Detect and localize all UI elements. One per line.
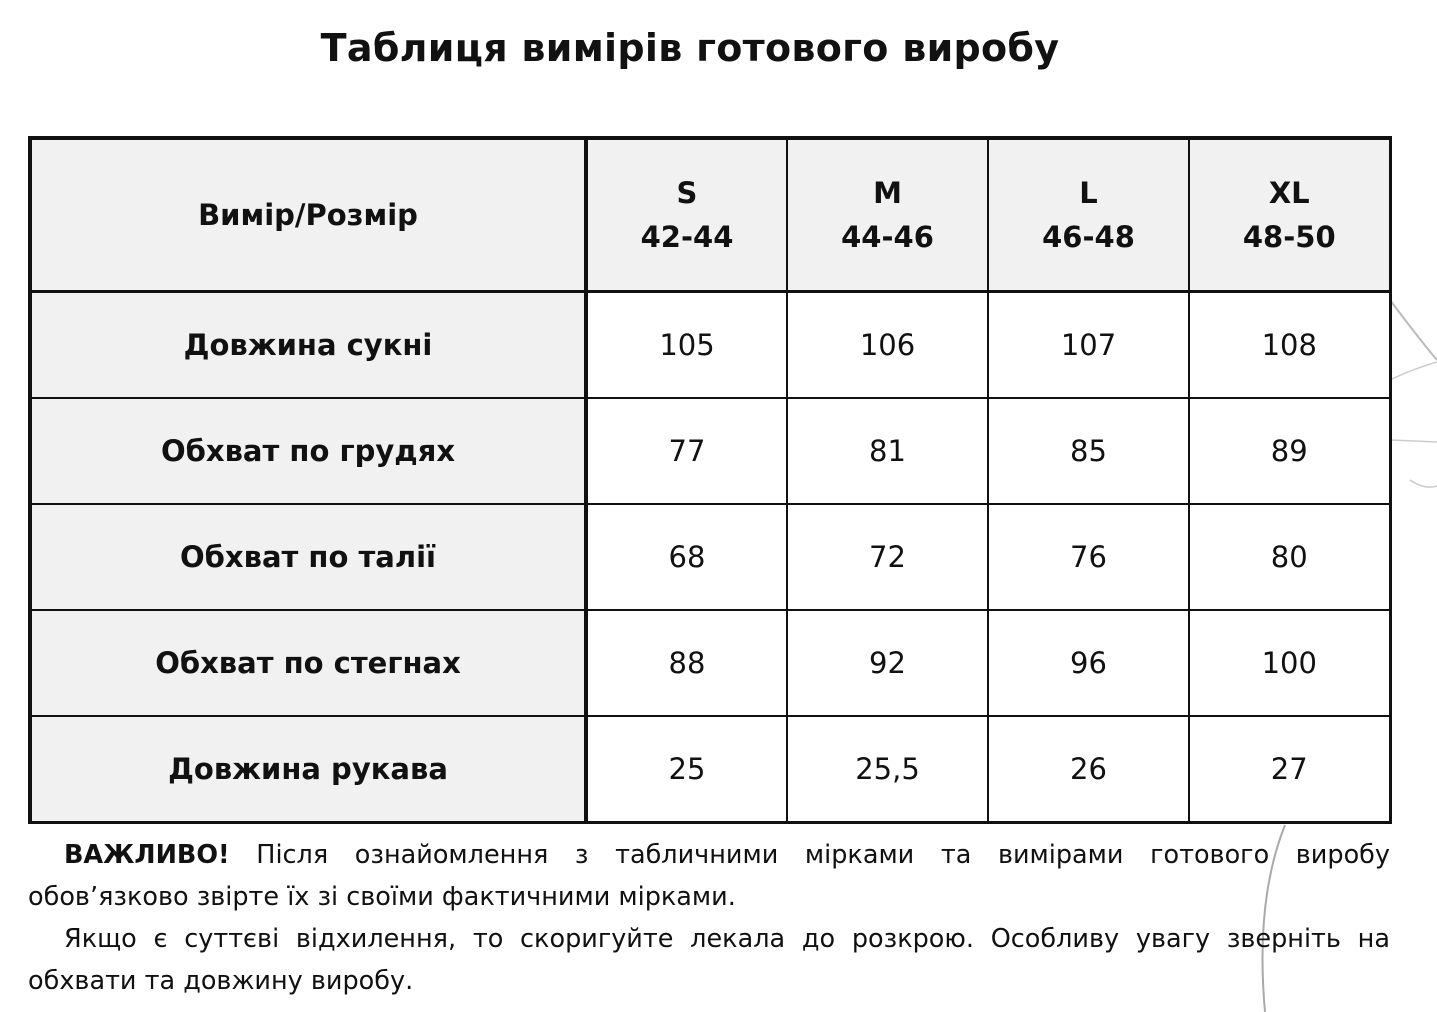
size-label: S bbox=[676, 176, 698, 210]
value-cell: 88 bbox=[585, 609, 788, 717]
table-row: Довжина сукні 105 106 107 108 bbox=[28, 290, 1392, 399]
size-range: 48-50 bbox=[1242, 220, 1336, 254]
value-cell: 25,5 bbox=[786, 715, 989, 824]
paragraph: ВАЖЛИВО! Після ознайомлення з табличними… bbox=[28, 834, 1390, 918]
value-cell: 77 bbox=[585, 397, 788, 505]
value-cell: 108 bbox=[1188, 290, 1392, 399]
size-label: M bbox=[873, 176, 902, 210]
value-cell: 96 bbox=[987, 609, 1190, 717]
title: Таблиця вимірів готового виробу bbox=[320, 26, 1060, 70]
size-header: S 42-44 bbox=[585, 136, 788, 293]
paragraph: Якщо є суттєві відхилення, то скоригуйте… bbox=[28, 918, 1390, 1002]
value-cell: 105 bbox=[585, 290, 788, 399]
value-cell: 76 bbox=[987, 503, 1190, 611]
size-table: Вимір/Розмір S 42-44 M 44-46 L 46-48 XL 48-50 Дов… bbox=[28, 136, 1392, 824]
value-cell: 89 bbox=[1188, 397, 1392, 505]
corner-cell: Вимір/Розмір bbox=[28, 136, 588, 293]
size-header: XL 48-50 bbox=[1188, 136, 1392, 293]
table-row: Обхват по грудях 77 81 85 89 bbox=[28, 397, 1392, 505]
row-label: Обхват по талії bbox=[28, 503, 588, 611]
value-cell: 72 bbox=[786, 503, 989, 611]
value-cell: 106 bbox=[786, 290, 989, 399]
row-label: Довжина рукава bbox=[28, 715, 588, 824]
value-cell: 107 bbox=[987, 290, 1190, 399]
size-label: L bbox=[1079, 176, 1098, 210]
note: ВАЖЛИВО! Після ознайомлення з табличними… bbox=[28, 834, 1390, 1002]
value-cell: 25 bbox=[585, 715, 788, 824]
value-cell: 81 bbox=[786, 397, 989, 505]
size-range: 46-48 bbox=[1042, 220, 1135, 254]
size-range: 44-46 bbox=[841, 220, 934, 254]
important-label: ВАЖЛИВО! bbox=[64, 840, 230, 870]
value-cell: 26 bbox=[987, 715, 1190, 824]
paragraph-text: Якщо є суттєві відхилення, то скоригуйте… bbox=[28, 924, 1390, 996]
value-cell: 80 bbox=[1188, 503, 1392, 611]
size-header: L 46-48 bbox=[987, 136, 1190, 293]
table-row: Довжина рукава 25 25,5 26 27 bbox=[28, 715, 1392, 824]
header-row: Вимір/Розмір S 42-44 M 44-46 L 46-48 XL 48-50 bbox=[28, 136, 1392, 293]
value-cell: 68 bbox=[585, 503, 788, 611]
value-cell: 100 bbox=[1188, 609, 1392, 717]
table-row: Обхват по талії 68 72 76 80 bbox=[28, 503, 1392, 611]
row-label: Обхват по грудях bbox=[28, 397, 588, 505]
size-range: 42-44 bbox=[640, 220, 734, 254]
table-row: Обхват по стегнах 88 92 96 100 bbox=[28, 609, 1392, 717]
row-label: Обхват по стегнах bbox=[28, 609, 588, 717]
paragraph-text: Після ознайомлення з табличними мірками … bbox=[28, 840, 1390, 912]
value-cell: 92 bbox=[786, 609, 989, 717]
value-cell: 85 bbox=[987, 397, 1190, 505]
size-header: M 44-46 bbox=[786, 136, 989, 293]
value-cell: 27 bbox=[1188, 715, 1392, 824]
size-label: XL bbox=[1268, 176, 1310, 210]
row-label: Довжина сукні bbox=[28, 290, 588, 399]
